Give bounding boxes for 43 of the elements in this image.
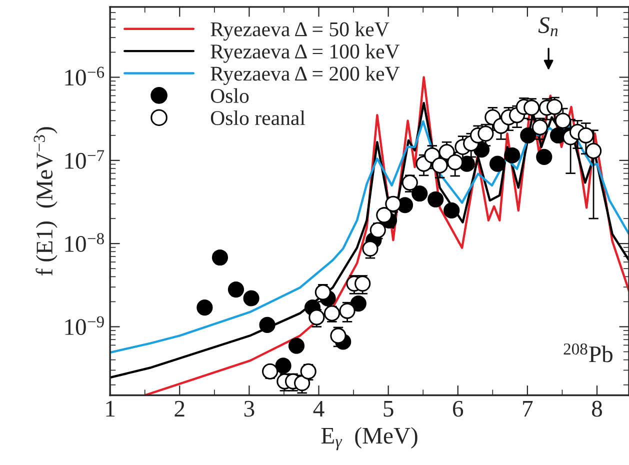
x-tick-label: 2 [174,400,184,416]
x-tick-label: 7 [523,401,533,416]
point [259,316,276,334]
x-tick-label: 6 [452,400,464,417]
point [212,249,228,266]
point [432,157,448,174]
legend-label: Oslo reanal [210,110,306,126]
legend-label: Oslo [210,88,249,103]
y-tick-label: 10$^{−7}$ [65,150,104,169]
y-tick-label: 10$^{−8}$ [65,233,104,252]
point [554,112,571,129]
point [412,185,428,202]
x-tick-label: 1 [106,400,115,416]
point [428,191,444,208]
point [447,154,464,170]
point [438,144,455,160]
point [489,156,506,172]
point [196,300,213,316]
point [578,127,594,144]
point [350,296,366,312]
legend-label: Ryezaeva Δ = 200 keV [210,66,400,86]
point [504,147,520,164]
point [339,302,356,319]
annotation: S$_{n}$ [538,17,558,36]
legend-label: Ryezaeva Δ = 50 keV [210,22,390,41]
point [330,328,346,344]
x-axis-title: E$_{γ}$ (MeV) [321,427,418,450]
annotation: $^{208}$Pb [564,343,612,362]
y-tick-label: 10$^{−9}$ [65,316,104,336]
y-axis-title: f (E1) (MeV$^{−3}$) [34,127,58,276]
point [585,142,602,159]
point [536,148,552,166]
x-tick-label: 4 [313,400,324,416]
x-tick-label: 3 [244,400,254,417]
point [228,282,244,298]
point [444,202,460,219]
x-tick-label: 5 [384,401,394,417]
legend-label: Ryezaeva Δ = 100 keV [210,44,400,63]
y-tick-label: 10$^{−6}$ [65,66,104,86]
point [520,127,536,144]
point [243,290,260,306]
x-tick-label: 8 [592,400,602,417]
point [288,338,305,354]
